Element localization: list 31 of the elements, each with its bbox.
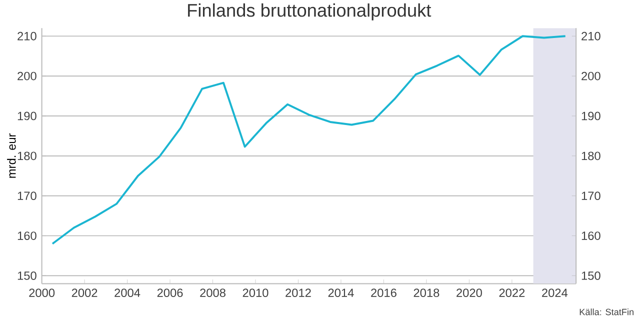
y-tick-label: 160 xyxy=(18,232,36,240)
y2-tick-label: 190 xyxy=(582,112,600,120)
y2-tick-label: 170 xyxy=(582,192,600,200)
x-tick-label: 2016 xyxy=(371,288,396,298)
x-tick-label: 2008 xyxy=(200,288,226,298)
line-series xyxy=(52,35,566,245)
x-tick-label: 2006 xyxy=(157,288,183,298)
x-tick-label: 2002 xyxy=(72,288,98,298)
x-tick-label: 2020 xyxy=(456,288,482,298)
y2-tick-label: 180 xyxy=(582,152,600,160)
y-tick-label: 180 xyxy=(18,152,36,160)
y-tick-label: 200 xyxy=(18,72,36,81)
y2-tick-label: 160 xyxy=(582,232,600,240)
y2-tick-label: 210 xyxy=(582,32,600,41)
y-tick-label: 150 xyxy=(18,272,36,280)
y-tick-label: 170 xyxy=(18,192,36,200)
y-tick-label: 210 xyxy=(18,32,36,41)
x-tick-label: 2010 xyxy=(242,288,268,298)
y-tick-label: 190 xyxy=(18,112,36,120)
x-tick-label: 2022 xyxy=(499,288,525,298)
x-tick-label: 2000 xyxy=(29,288,55,298)
x-tick-label: 2024 xyxy=(542,288,568,298)
x-tick-label: 2012 xyxy=(286,288,311,298)
text: Källa: StatFin xyxy=(580,308,634,316)
y-axis-title: mrd. eur xyxy=(7,134,16,178)
y2-tick-label: 150 xyxy=(582,272,600,280)
y2-tick-label: 200 xyxy=(582,72,600,81)
x-tick-label: 2004 xyxy=(114,288,140,298)
chart-title: Finlands bruttonationalprodukt xyxy=(188,4,432,21)
x-tick-label: 2018 xyxy=(414,288,440,298)
x-tick-label: 2014 xyxy=(328,288,354,298)
